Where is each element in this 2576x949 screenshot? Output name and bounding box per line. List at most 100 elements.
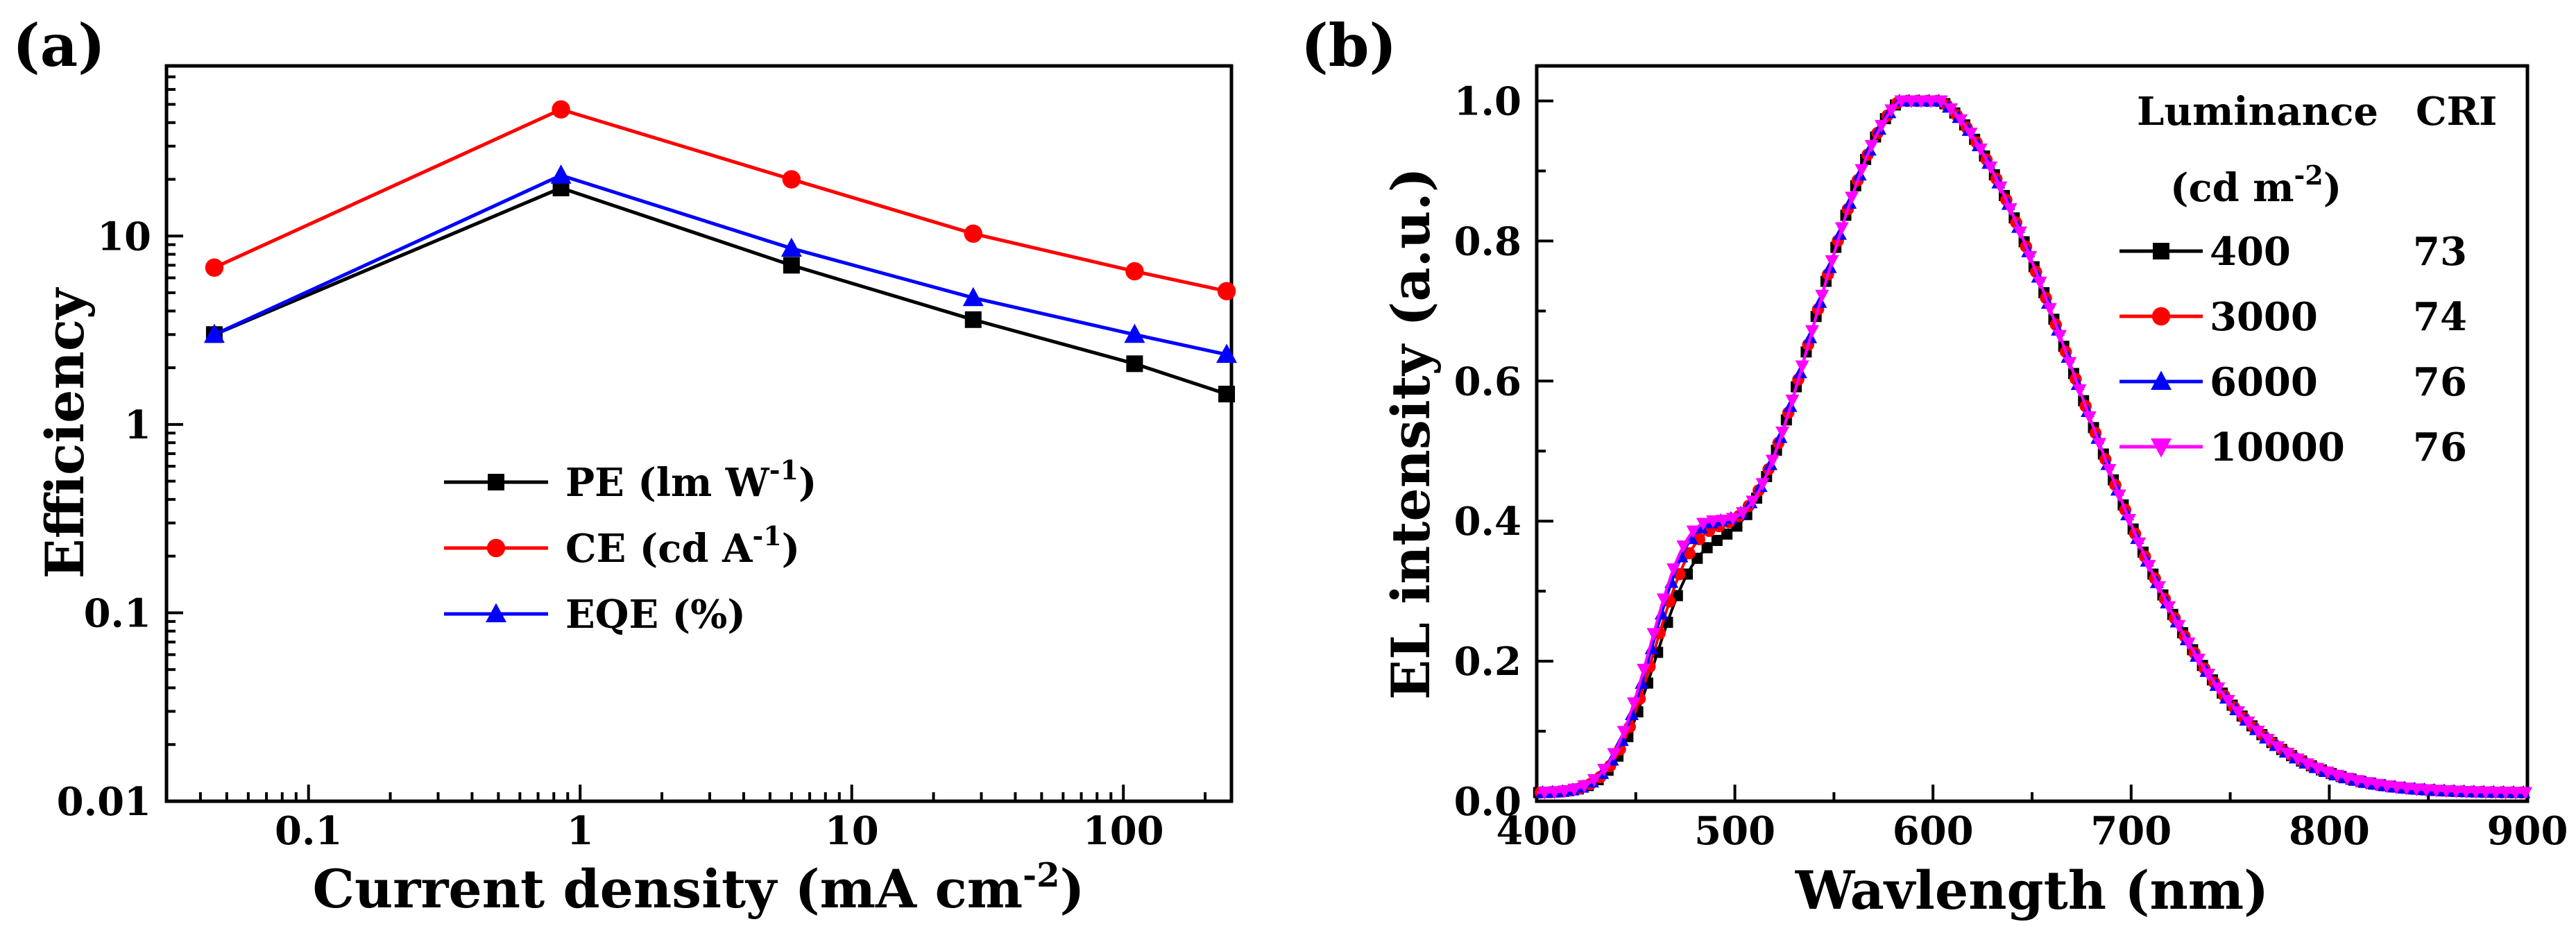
y-tick-label-a: 0.1 bbox=[84, 590, 151, 636]
y-axis-label-b: EL intensity (a.u.) bbox=[1380, 167, 1442, 699]
data-point-b-3 bbox=[1617, 726, 1631, 739]
data-point-b-3 bbox=[1746, 495, 1760, 508]
legend-cri-b-0: 73 bbox=[2413, 229, 2467, 275]
data-point-b-3 bbox=[1676, 540, 1691, 554]
data-point-b-3 bbox=[2320, 767, 2335, 780]
data-point-b-3 bbox=[2429, 785, 2443, 798]
data-point-a-1 bbox=[1217, 282, 1236, 300]
data-point-b-3 bbox=[2181, 638, 2196, 651]
y-tick-label-b: 0.6 bbox=[1454, 359, 1521, 404]
data-point-b-3 bbox=[2260, 733, 2275, 747]
data-point-a-2 bbox=[1124, 323, 1145, 343]
x-axis-label-a: Current density (mA cm-2) bbox=[313, 856, 1085, 920]
series-line-b-2 bbox=[1536, 99, 2528, 794]
x-tick-label-b: 800 bbox=[2289, 808, 2370, 854]
data-point-b-3 bbox=[1884, 104, 1899, 117]
data-point-b-3 bbox=[2221, 694, 2235, 708]
data-point-b-3 bbox=[2142, 560, 2156, 573]
data-point-b-3 bbox=[1696, 518, 1710, 531]
data-point-b-3 bbox=[2280, 747, 2295, 761]
data-point-a-0 bbox=[1126, 355, 1143, 373]
legend-header-unit: (cd m-2) bbox=[2170, 160, 2342, 211]
x-tick-label-a: 0.1 bbox=[275, 808, 342, 854]
data-point-b-3 bbox=[2468, 786, 2483, 799]
data-point-b-3 bbox=[1973, 143, 1988, 157]
data-point-b-3 bbox=[1805, 325, 1819, 339]
data-point-b-3 bbox=[2369, 778, 2384, 792]
legend-marker-a-1 bbox=[486, 538, 506, 558]
data-point-b-3 bbox=[1716, 515, 1730, 528]
data-point-a-1 bbox=[552, 100, 570, 119]
panel-b: (b) 400 500 600 700 800 900 0.0 0.2 0.4 0.6 0.8 1.0… bbox=[1301, 11, 2568, 921]
data-point-b-3 bbox=[2013, 226, 2027, 239]
data-point-a-1 bbox=[1125, 262, 1144, 281]
y-tick-label-b: 1.0 bbox=[1454, 78, 1521, 124]
data-point-a-2 bbox=[203, 323, 225, 343]
legend-cri-b-2: 76 bbox=[2413, 359, 2467, 405]
y-tick-label-b: 0.8 bbox=[1454, 219, 1521, 264]
data-point-b-3 bbox=[2508, 787, 2523, 800]
data-point-a-1 bbox=[205, 258, 224, 277]
y-tick-label-a: 0.01 bbox=[57, 779, 151, 825]
data-point-b-3 bbox=[1785, 394, 1800, 408]
series-line-b-3 bbox=[1536, 99, 2528, 794]
series-line-b-0 bbox=[1536, 99, 2528, 794]
data-point-b-3 bbox=[2241, 716, 2255, 730]
data-point-b-3 bbox=[1845, 191, 1859, 205]
data-point-b-3 bbox=[2151, 581, 2166, 595]
data-point-b-3 bbox=[2350, 775, 2364, 788]
data-point-b-3 bbox=[2201, 668, 2216, 682]
legend-label-a-0: PE (lm W-1) bbox=[565, 454, 817, 506]
data-point-a-1 bbox=[964, 224, 982, 243]
data-point-b-3 bbox=[2122, 513, 2136, 527]
data-point-b-3 bbox=[2003, 203, 2018, 216]
x-tick-label-b: 400 bbox=[1496, 808, 1578, 854]
panel-a: (a) 0.1 1 10 100 0.01 0.1 1 10 Current density … bbox=[12, 11, 1238, 920]
data-point-b-3 bbox=[1537, 787, 1552, 800]
x-tick-label-a: 10 bbox=[825, 808, 879, 854]
x-tick-label-a: 100 bbox=[1083, 808, 1164, 854]
data-point-b-3 bbox=[1547, 786, 1562, 799]
legend-label-a-2: EQE (%) bbox=[565, 592, 746, 638]
data-point-b-3 bbox=[1775, 426, 1790, 440]
data-point-b-3 bbox=[1666, 563, 1681, 576]
data-point-a-1 bbox=[782, 170, 801, 189]
data-point-b-3 bbox=[2052, 330, 2067, 343]
data-point-b-3 bbox=[1736, 506, 1750, 520]
data-point-b-3 bbox=[1963, 128, 1978, 141]
data-point-b-3 bbox=[2211, 682, 2226, 696]
data-point-b-3 bbox=[1934, 95, 1948, 108]
data-point-b-3 bbox=[2310, 762, 2325, 776]
data-point-b-3 bbox=[1706, 515, 1721, 529]
data-point-a-2 bbox=[962, 287, 984, 307]
legend-label-b-0: 400 bbox=[2210, 229, 2291, 275]
legend-marker-b-2 bbox=[2151, 370, 2172, 390]
data-point-a-2 bbox=[781, 237, 802, 257]
data-point-b-3 bbox=[1795, 360, 1809, 373]
data-point-b-3 bbox=[2191, 653, 2206, 667]
data-point-a-0 bbox=[783, 257, 800, 274]
data-point-b-3 bbox=[1815, 289, 1829, 303]
data-point-b-1 bbox=[1683, 547, 1696, 560]
legend-marker-b-1 bbox=[2151, 307, 2171, 326]
plot-frame-b bbox=[1535, 64, 2530, 803]
data-point-b-3 bbox=[1825, 255, 1839, 268]
data-point-b-3 bbox=[2419, 784, 2434, 797]
data-point-b-3 bbox=[2162, 601, 2176, 615]
x-tick-label-b: 700 bbox=[2090, 808, 2172, 854]
data-point-a-2 bbox=[550, 164, 572, 184]
series-line-b-1 bbox=[1536, 99, 2528, 794]
legend-label-a-1: CE (cd A-1) bbox=[565, 520, 800, 572]
legend-marker-a-2 bbox=[486, 603, 506, 622]
data-point-b-3 bbox=[1646, 628, 1661, 641]
legend-marker-b-0 bbox=[2153, 243, 2169, 259]
data-point-b-3 bbox=[1993, 181, 2008, 194]
legend-label-b-3: 10000 bbox=[2210, 425, 2345, 470]
data-point-b-3 bbox=[2112, 489, 2126, 502]
data-point-b-3 bbox=[1557, 785, 1571, 798]
plot-frame-a bbox=[164, 64, 1234, 803]
y-tick-label-a: 10 bbox=[97, 214, 151, 259]
data-point-b-3 bbox=[1854, 164, 1869, 177]
data-point-b-3 bbox=[2251, 726, 2265, 739]
